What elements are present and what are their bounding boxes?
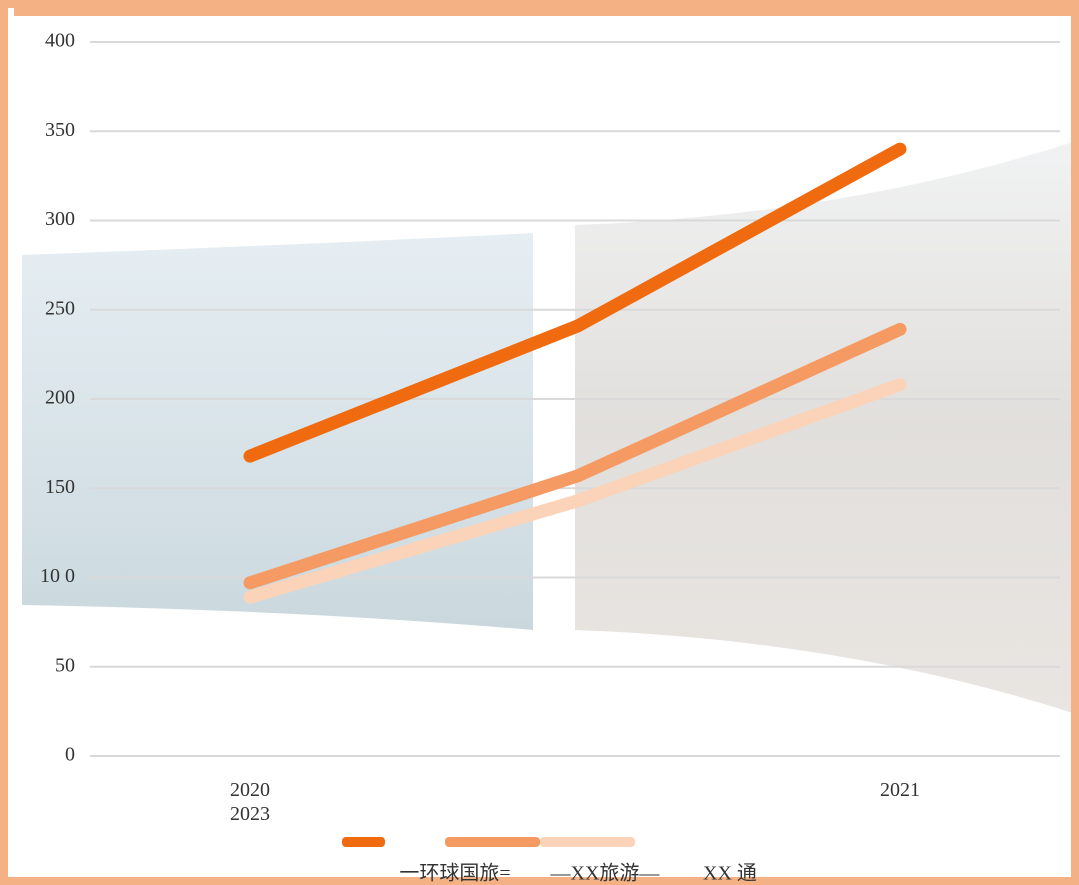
series-line xyxy=(243,378,907,604)
y-tick-label: 200 xyxy=(45,387,75,409)
background-photo xyxy=(575,140,1079,715)
frame-top xyxy=(14,4,1075,16)
y-tick-label: 350 xyxy=(45,119,75,141)
legend-label: —XX旅游— xyxy=(550,862,661,885)
y-tick-label: 10 0 xyxy=(40,565,75,587)
legend-swatch xyxy=(540,837,635,847)
legend-swatch xyxy=(342,837,385,847)
y-tick-label: 50 xyxy=(55,654,75,676)
y-tick-label: 400 xyxy=(45,30,75,52)
legend-swatch xyxy=(445,837,540,847)
y-tick-label: 150 xyxy=(45,476,75,498)
x-tick-label: 2021 xyxy=(880,779,920,801)
x-tick-label: 2020 2023 xyxy=(230,779,270,825)
y-tick-label: 250 xyxy=(45,297,75,319)
y-tick-label: 0 xyxy=(65,744,75,766)
y-tick-label: 300 xyxy=(45,208,75,230)
legend-label: XX 通 xyxy=(703,862,757,885)
series-line xyxy=(243,142,907,463)
legend-label: 一环球国旅= xyxy=(399,862,510,885)
series-line xyxy=(243,322,907,590)
